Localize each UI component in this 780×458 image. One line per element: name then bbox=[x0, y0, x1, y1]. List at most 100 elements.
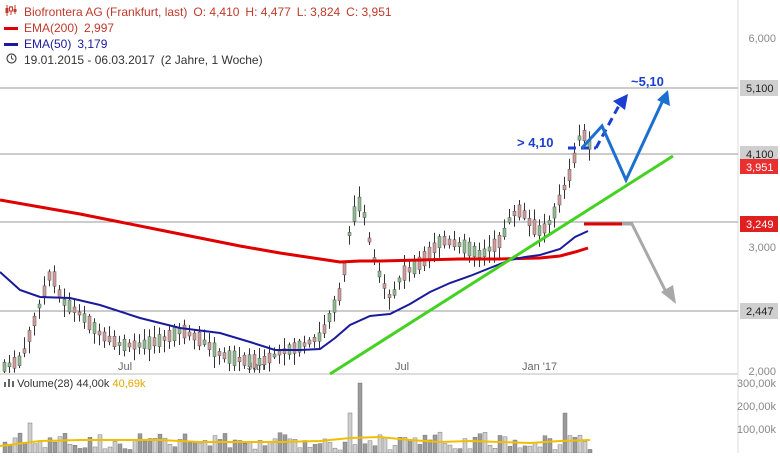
volume-value: 44,00k bbox=[76, 378, 110, 390]
volume-bar bbox=[472, 436, 478, 454]
volume-bar bbox=[212, 435, 218, 454]
volume-bar bbox=[502, 436, 508, 454]
candle bbox=[322, 314, 327, 338]
candle-body bbox=[512, 211, 517, 216]
volume-average-value: 40,69k bbox=[112, 378, 146, 390]
candle bbox=[512, 204, 517, 227]
volume-bar bbox=[72, 444, 78, 454]
candle-body bbox=[262, 355, 267, 366]
candle-body bbox=[387, 294, 392, 298]
volume-bar bbox=[52, 441, 58, 454]
volume-bar bbox=[252, 448, 258, 454]
candle bbox=[432, 232, 437, 263]
candle bbox=[207, 333, 212, 357]
candle bbox=[252, 349, 257, 373]
x-tick-jul-2015: Jul bbox=[118, 361, 132, 373]
volume-bar bbox=[577, 434, 583, 454]
candle-body bbox=[62, 298, 67, 306]
candle bbox=[107, 326, 112, 346]
volume-bar bbox=[97, 434, 103, 454]
candle-body bbox=[242, 354, 247, 366]
volume-bar bbox=[497, 435, 503, 454]
candle bbox=[192, 330, 197, 350]
candle-body bbox=[327, 313, 332, 323]
candle-body bbox=[22, 348, 27, 354]
legend-ema200-row: EMA(200) 2,997 bbox=[4, 20, 392, 36]
candle bbox=[117, 335, 122, 355]
candle-body bbox=[227, 350, 232, 364]
candle bbox=[517, 199, 522, 221]
candle bbox=[112, 330, 117, 350]
ema200-label: EMA(200) bbox=[24, 21, 79, 35]
candle bbox=[22, 337, 27, 358]
volume-bar bbox=[92, 446, 98, 454]
candle-body bbox=[457, 242, 462, 247]
candle-body bbox=[537, 225, 542, 236]
volume-bar bbox=[527, 445, 533, 454]
candle bbox=[182, 319, 187, 345]
candle bbox=[127, 339, 132, 353]
candle-body bbox=[342, 262, 347, 276]
candle-body bbox=[12, 357, 17, 369]
candle bbox=[247, 348, 252, 373]
volume-bar bbox=[407, 439, 413, 454]
candlestick-series bbox=[2, 123, 592, 373]
candle-body bbox=[317, 332, 322, 342]
volume-bar bbox=[347, 412, 353, 454]
volume-bar bbox=[42, 447, 48, 454]
volume-bar bbox=[507, 446, 513, 454]
candle bbox=[217, 348, 222, 365]
volume-bar bbox=[57, 436, 63, 454]
candle bbox=[342, 260, 347, 282]
ema50-value: 3,179 bbox=[77, 37, 108, 51]
volume-bar bbox=[367, 440, 373, 454]
candle-body bbox=[527, 218, 532, 226]
volume-bar bbox=[127, 449, 133, 454]
candle-body bbox=[562, 184, 567, 191]
candle-body bbox=[392, 289, 397, 296]
candle bbox=[32, 312, 37, 336]
candle-body bbox=[357, 196, 362, 212]
y-tick-6000: 6,000 bbox=[748, 33, 776, 45]
candle-body bbox=[127, 342, 132, 348]
volume-bar bbox=[107, 446, 113, 454]
candle bbox=[407, 260, 412, 282]
vol-tick-100k: 100,00k bbox=[737, 424, 777, 436]
candle-body bbox=[477, 250, 482, 258]
volume-bar bbox=[192, 441, 198, 454]
candle bbox=[587, 131, 592, 161]
candle bbox=[212, 337, 217, 369]
candle bbox=[222, 347, 227, 363]
volume-bar bbox=[522, 445, 528, 454]
candle-body bbox=[487, 246, 492, 252]
candle bbox=[47, 269, 52, 287]
candle bbox=[502, 219, 507, 240]
candle-body bbox=[332, 299, 337, 313]
candle bbox=[17, 352, 22, 369]
ema50-swatch bbox=[4, 42, 18, 46]
volume-bar bbox=[352, 444, 358, 454]
candle-body bbox=[337, 288, 342, 301]
candle bbox=[437, 234, 442, 258]
volume-bar bbox=[27, 422, 33, 454]
candle-body bbox=[77, 311, 82, 316]
candle-body bbox=[502, 227, 507, 238]
candle bbox=[7, 354, 12, 373]
volume-bar bbox=[307, 447, 313, 454]
candle bbox=[412, 254, 417, 278]
candle-body bbox=[417, 256, 422, 270]
volume-bar bbox=[417, 444, 423, 454]
volume-icon bbox=[4, 378, 17, 390]
candle bbox=[227, 345, 232, 372]
candle bbox=[507, 209, 512, 225]
candle bbox=[347, 226, 352, 245]
x-tick-jul-2016: Jul bbox=[395, 361, 409, 373]
candle-body bbox=[152, 337, 157, 347]
candle-body bbox=[142, 339, 147, 349]
volume-bar bbox=[457, 448, 463, 454]
candle bbox=[442, 230, 447, 249]
volume-bar bbox=[222, 433, 228, 454]
candle-body bbox=[32, 315, 37, 327]
candle-body bbox=[137, 342, 142, 348]
